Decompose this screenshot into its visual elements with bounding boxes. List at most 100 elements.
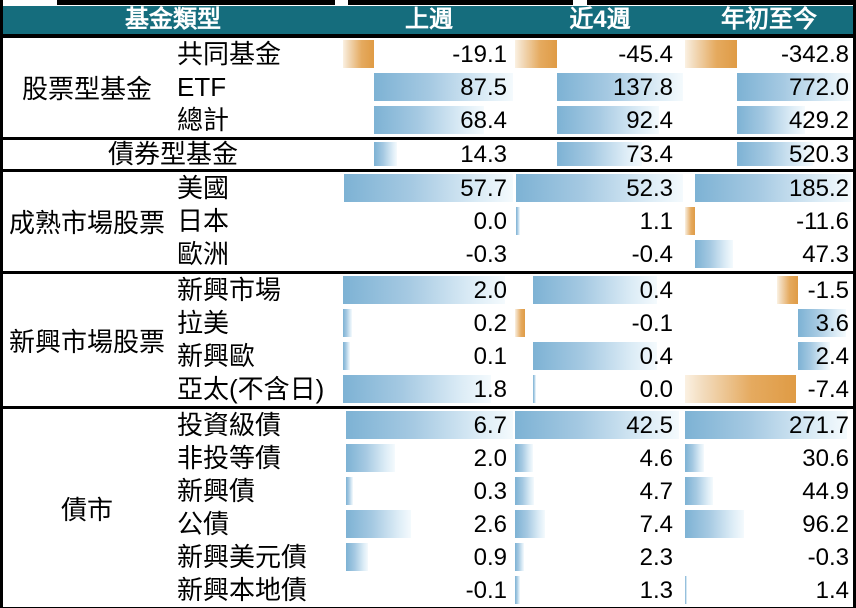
value-cell: 2.3: [515, 541, 685, 574]
data-bar: [532, 276, 657, 304]
value-text: 3.6: [815, 310, 849, 337]
value-text: 0.9: [473, 544, 507, 571]
value-text: 57.7: [460, 175, 507, 202]
value-cell: 7.4: [515, 508, 685, 541]
value-cell: -0.3: [343, 238, 515, 271]
data-bar: [532, 375, 537, 403]
row-label: 歐洲: [177, 239, 230, 269]
value-text: 185.2: [788, 175, 849, 202]
data-bar: [797, 309, 846, 337]
top-line-segment: [57, 0, 335, 5]
value-cell: 0.4: [515, 274, 685, 307]
group-emerging-market-equities: 新興市場股票 新興市場 2.0 0.4 -1.5 拉美 0.2 -0.1 3.6…: [3, 274, 853, 409]
data-bar: [515, 444, 534, 472]
data-bar: [736, 106, 805, 134]
value-text: -0.3: [465, 241, 507, 268]
value-cell: 2.4: [685, 340, 853, 373]
value-cell: 0.1: [343, 340, 515, 373]
group-label: 股票型基金: [21, 74, 152, 104]
value-cell: -19.1: [343, 38, 515, 71]
data-bar: [685, 477, 713, 505]
top-line-segment: [348, 0, 573, 5]
value-cell: 6.7: [343, 409, 515, 442]
data-bar: [515, 510, 545, 538]
data-bar: [343, 342, 350, 370]
group-developed-market-equities: 成熟市場股票 美國 57.7 52.3 185.2 日本 0.0 1.1 -11…: [3, 172, 853, 274]
value-text: -0.1: [631, 310, 673, 337]
group-label: 成熟市場股票: [8, 208, 165, 238]
row-label: 投資級債: [177, 410, 282, 440]
header-last-4-weeks: 近4週: [569, 6, 631, 33]
value-cell: 2.0: [343, 274, 515, 307]
value-text: 52.3: [626, 175, 673, 202]
value-cell: 42.5: [515, 409, 685, 442]
row-label: 新興債: [177, 476, 256, 506]
value-text: 30.6: [802, 445, 849, 472]
data-bar: [694, 174, 852, 202]
value-text: 73.4: [626, 141, 673, 168]
value-cell: 2.6: [343, 508, 515, 541]
value-cell: 4.6: [515, 442, 685, 475]
data-bar: [685, 576, 688, 604]
header-last-week: 上週: [405, 6, 453, 33]
data-bar: [685, 375, 796, 403]
value-text: 1.1: [639, 208, 673, 235]
value-cell: -1.5: [685, 274, 853, 307]
data-bar: [373, 142, 397, 166]
header-fund-type: 基金類型: [125, 6, 221, 33]
value-cell: 14.3: [343, 140, 515, 169]
data-bar: [343, 309, 353, 337]
row-label: 新興美元債: [177, 542, 308, 572]
value-cell: 92.4: [515, 104, 685, 137]
value-text: 68.4: [460, 107, 507, 134]
value-cell: 137.8: [515, 71, 685, 104]
value-text: 92.4: [626, 107, 673, 134]
data-bar: [736, 142, 814, 166]
value-text: 2.4: [815, 343, 849, 370]
value-cell: -0.3: [685, 541, 853, 574]
value-cell: 52.3: [515, 172, 685, 205]
value-cell: 73.4: [515, 140, 685, 169]
value-text: -0.1: [465, 577, 507, 604]
value-text: 14.3: [460, 141, 507, 168]
data-bar: [515, 40, 558, 68]
value-text: 2.0: [473, 445, 507, 472]
value-text: -19.1: [452, 41, 507, 68]
data-bar: [345, 477, 354, 505]
data-bar: [515, 309, 525, 337]
top-line-segment: [587, 0, 853, 5]
data-bar: [515, 411, 680, 439]
value-text: 7.4: [639, 511, 673, 538]
value-text: 42.5: [626, 412, 673, 439]
value-cell: 0.9: [343, 541, 515, 574]
value-cell: 1.3: [515, 574, 685, 607]
value-text: 2.3: [639, 544, 673, 571]
value-cell: 772.0: [685, 71, 853, 104]
value-cell: 185.2: [685, 172, 853, 205]
data-bar: [685, 444, 704, 472]
value-text: -0.3: [807, 544, 849, 571]
group-label: 債市: [60, 494, 113, 525]
value-cell: 2.0: [343, 442, 515, 475]
value-cell: 520.3: [685, 140, 853, 169]
data-bar: [685, 207, 695, 235]
row-label: 新興市場: [177, 275, 282, 305]
value-text: 0.4: [639, 343, 673, 370]
header-ytd: 年初至今: [721, 6, 817, 33]
value-text: -0.4: [631, 241, 673, 268]
value-cell: 429.2: [685, 104, 853, 137]
value-text: 2.6: [473, 511, 507, 538]
data-bar: [685, 411, 848, 439]
group-bond-markets: 債市 投資級債 6.7 42.5 271.7 非投等債 2.0 4.6 30.6…: [3, 409, 853, 607]
value-text: 271.7: [788, 412, 849, 439]
row-label: 新興歐: [177, 341, 256, 371]
row-label: 拉美: [177, 308, 230, 338]
value-text: 520.3: [788, 141, 849, 168]
row-label: 日本: [177, 206, 230, 236]
value-cell: 0.0: [343, 205, 515, 238]
value-cell: 30.6: [685, 442, 853, 475]
value-cell: 1.8: [343, 373, 515, 406]
value-cell: 57.7: [343, 172, 515, 205]
